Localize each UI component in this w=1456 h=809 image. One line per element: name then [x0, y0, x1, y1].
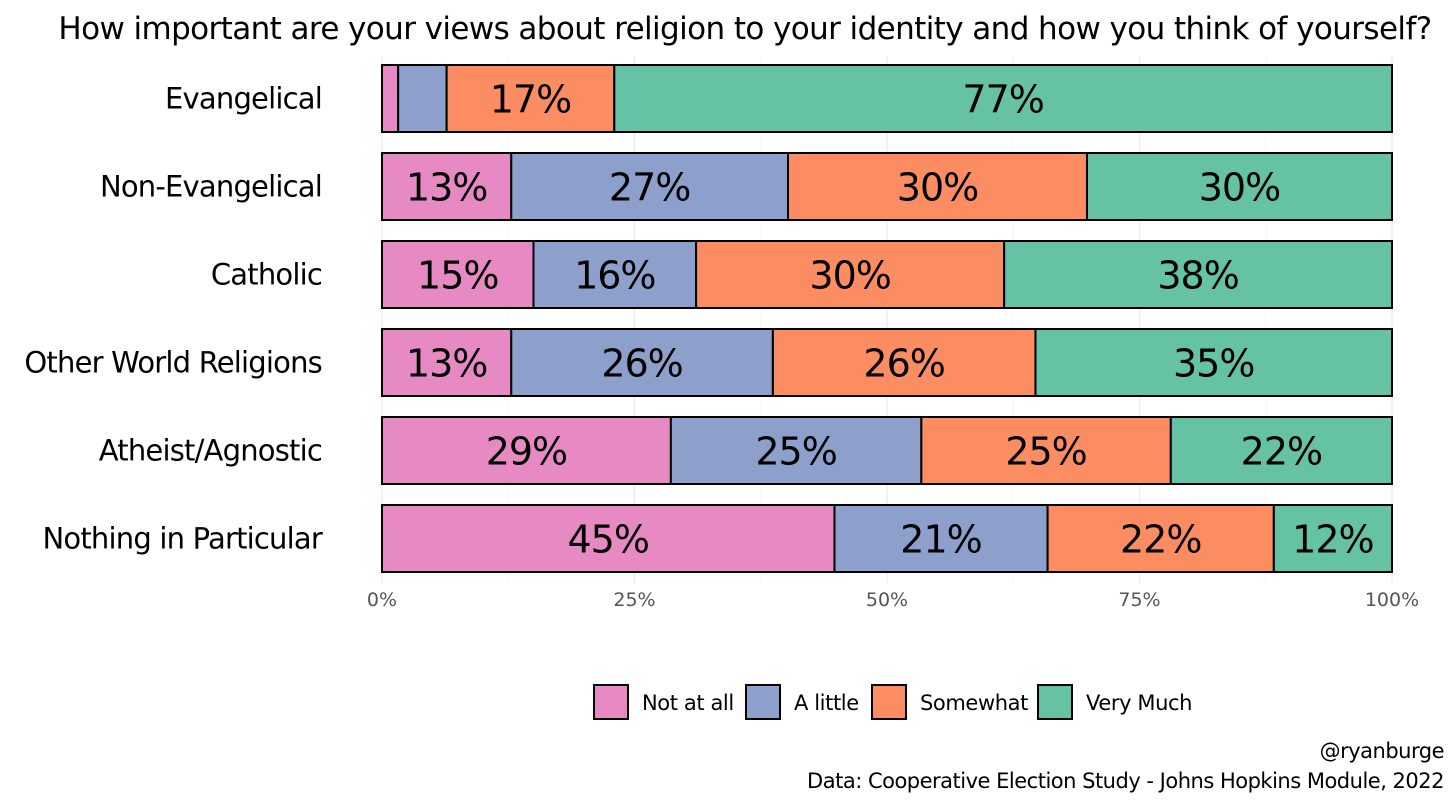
bar-segment-evangelical-not-at-all: [381, 64, 400, 133]
bar-segment-other-world-religions-not-at-all: [381, 328, 513, 397]
bar-segment-non-evangelical-a-little: [510, 152, 790, 221]
data-label: 15%: [417, 254, 498, 298]
bar-segment-evangelical-somewhat: [445, 64, 616, 133]
caption-source: Data: Cooperative Election Study - Johns…: [807, 769, 1444, 793]
data-label: 21%: [900, 518, 981, 562]
bar-segment-non-evangelical-not-at-all: [381, 152, 513, 221]
caption-author: @ryanburge: [1320, 739, 1444, 763]
category-label-non-evangelical: Non-Evangelical: [100, 170, 322, 204]
data-label: 25%: [1005, 430, 1086, 474]
legend-label-not-at-all: Not at all: [642, 691, 734, 715]
data-label: 13%: [406, 342, 487, 386]
data-label: 30%: [897, 166, 978, 210]
legend-swatch-somewhat: [871, 684, 907, 720]
caption: @ryanburge Data: Cooperative Election Stu…: [807, 739, 1444, 793]
data-label: 13%: [406, 166, 487, 210]
data-label: 26%: [863, 342, 944, 386]
bar-segment-catholic-very-much: [1003, 240, 1393, 309]
category-label-catholic: Catholic: [211, 258, 322, 292]
gridlines: [381, 56, 1393, 583]
bar-segment-other-world-religions-somewhat: [771, 328, 1037, 397]
chart-title: How important are your views about relig…: [58, 11, 1431, 47]
bar-segment-nothing-in-particular-not-at-all: [381, 504, 836, 573]
legend-label-a-little: A little: [794, 691, 859, 715]
category-labels: Evangelical Non-Evangelical Catholic Other …: [24, 82, 323, 556]
bar-segment-nothing-in-particular-very-much: [1272, 504, 1393, 573]
data-label: 30%: [809, 254, 890, 298]
category-label-other-world-religions: Other World Religions: [24, 346, 322, 380]
data-label: 29%: [486, 430, 567, 474]
bar-segment-catholic-somewhat: [695, 240, 1006, 309]
data-label: 30%: [1199, 166, 1280, 210]
x-tick-label: 0%: [367, 589, 397, 611]
data-label: 22%: [1241, 430, 1322, 474]
data-label: 38%: [1157, 254, 1238, 298]
legend: Not at all A little Somewhat Very Much: [593, 684, 1192, 720]
category-label-atheist-agnostic: Atheist/Agnostic: [99, 434, 322, 468]
data-label: 26%: [601, 342, 682, 386]
bar-segment-evangelical-a-little: [397, 64, 448, 133]
data-label: 77%: [962, 78, 1043, 122]
data-label: 22%: [1120, 518, 1201, 562]
legend-label-very-much: Very Much: [1086, 691, 1192, 715]
bar-segment-non-evangelical-somewhat: [787, 152, 1088, 221]
data-label: 35%: [1173, 342, 1254, 386]
data-label: 27%: [609, 166, 690, 210]
legend-label-somewhat: Somewhat: [920, 691, 1028, 715]
legend-swatch-a-little: [745, 684, 781, 720]
data-label: 17%: [490, 78, 571, 122]
bars: 17% 77%13% 27% 30% 30%15% 16% 30% 38%13% 26% 26% 3…: [381, 64, 1394, 573]
bar-segment-atheist-agnostic-very-much: [1169, 416, 1394, 485]
legend-swatch-not-at-all: [593, 684, 629, 720]
bar-segment-atheist-agnostic-a-little: [669, 416, 923, 485]
data-label: 45%: [568, 518, 649, 562]
x-tick-label: 50%: [866, 589, 908, 611]
data-label: 12%: [1292, 518, 1373, 562]
x-tick-label: 100%: [1365, 589, 1419, 611]
data-label: 16%: [574, 254, 655, 298]
legend-swatch-very-much: [1037, 684, 1073, 720]
x-tick-label: 25%: [613, 589, 655, 611]
bar-segment-other-world-religions-very-much: [1034, 328, 1393, 397]
bar-segment-catholic-not-at-all: [381, 240, 535, 309]
bar-segment-nothing-in-particular-a-little: [833, 504, 1049, 573]
category-label-evangelical: Evangelical: [165, 82, 322, 116]
x-axis-ticks: 0% 25% 50% 75% 100%: [367, 589, 1419, 611]
bar-segment-evangelical-very-much: [613, 64, 1393, 133]
bar-segment-catholic-a-little: [532, 240, 698, 309]
data-label: 25%: [755, 430, 836, 474]
bar-segment-non-evangelical-very-much: [1085, 152, 1393, 221]
bar-segment-nothing-in-particular-somewhat: [1046, 504, 1275, 573]
bar-segment-atheist-agnostic-somewhat: [920, 416, 1172, 485]
x-tick-label: 75%: [1118, 589, 1160, 611]
category-label-nothing-in-particular: Nothing in Particular: [43, 522, 323, 556]
